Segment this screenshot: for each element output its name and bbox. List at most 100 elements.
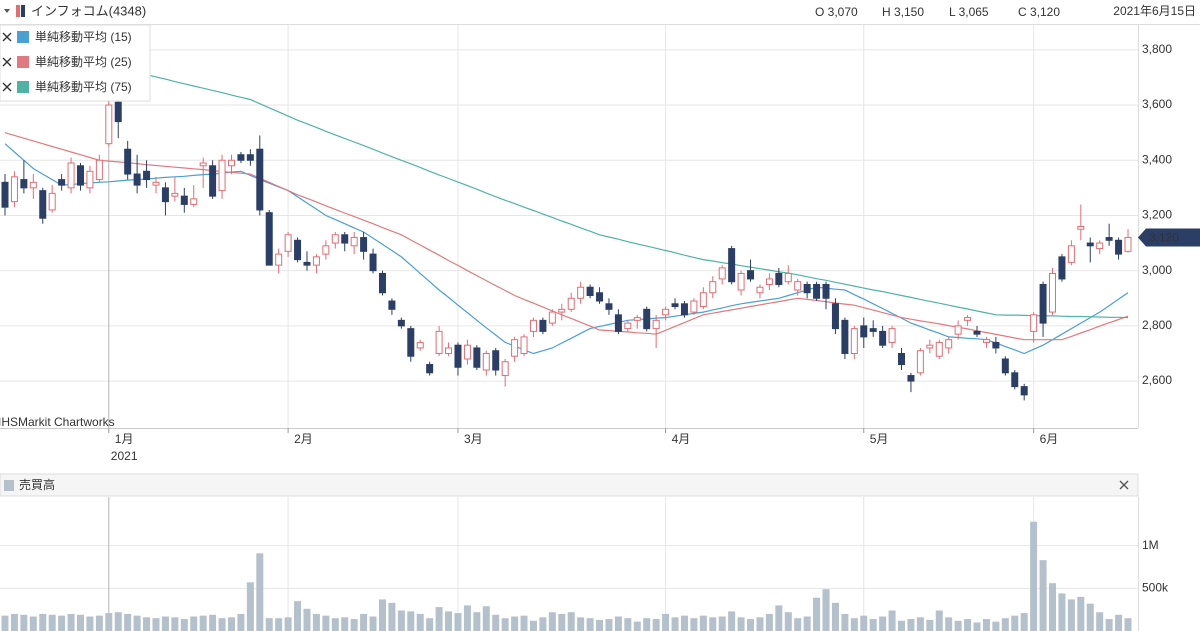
candle-body <box>435 330 443 354</box>
volume-bar <box>548 612 556 631</box>
candle-body <box>1058 256 1066 280</box>
candle-body <box>1001 358 1009 374</box>
volume-bar <box>624 618 632 631</box>
volume-bar <box>945 617 953 631</box>
candle-body <box>728 248 736 283</box>
volume-bar <box>822 589 830 631</box>
volume-bar <box>784 612 792 631</box>
candle-body <box>709 281 717 294</box>
volume-bar <box>907 619 915 631</box>
candle-body <box>898 352 906 366</box>
candle-body <box>1096 242 1104 250</box>
volume-bar <box>218 618 226 631</box>
candle-body <box>39 190 47 219</box>
volume-bar <box>482 606 490 631</box>
volume-bar <box>586 618 594 631</box>
symbol-title[interactable]: インフォコム(4348) <box>31 3 146 18</box>
y-tick-label: 1M <box>1142 538 1159 552</box>
volume-bar <box>747 619 755 631</box>
candle-body <box>294 239 302 261</box>
candle-body <box>624 322 632 330</box>
candle-body <box>10 176 18 203</box>
symbol-icon <box>16 5 20 17</box>
legend-remove[interactable] <box>2 82 12 92</box>
candle-body <box>407 328 415 357</box>
volume-bar <box>397 610 405 631</box>
volume-bar <box>879 616 887 631</box>
volume-bar <box>322 615 330 631</box>
close-button[interactable] <box>1119 480 1129 490</box>
volume-bar <box>1067 599 1075 631</box>
volume-bar <box>501 618 509 631</box>
candle-body <box>643 308 651 330</box>
volume-bar <box>378 599 386 631</box>
volume-bar <box>86 616 94 631</box>
candle-body <box>284 234 292 252</box>
volume-bar <box>1124 618 1132 631</box>
candle-body <box>209 165 217 197</box>
candle-body <box>143 170 151 181</box>
volume-bar <box>728 611 736 631</box>
grid-layer <box>0 25 1138 631</box>
volume-bar <box>511 616 519 631</box>
candle-body <box>945 339 953 349</box>
candle-body <box>520 336 528 354</box>
candle-body <box>992 341 1000 349</box>
candle-body <box>246 154 254 161</box>
volume-bar <box>643 618 651 631</box>
volume-bar <box>246 582 254 631</box>
mark-layer <box>1 54 1132 631</box>
credit: IHSMarkit Chartworks <box>0 415 115 429</box>
candle-body <box>1020 386 1028 396</box>
candle-body <box>426 364 434 374</box>
volume-bar <box>105 613 113 631</box>
y-tick-label: 2,800 <box>1142 318 1172 332</box>
volume-bar <box>680 615 688 631</box>
volume-bar <box>152 618 160 631</box>
volume-bar <box>775 605 783 631</box>
candle-body <box>1067 245 1075 263</box>
candle-body <box>916 350 924 374</box>
volume-bar <box>190 616 198 631</box>
volume-bar <box>473 612 481 631</box>
moving-average-line <box>4 143 1129 355</box>
volume-bar <box>256 553 264 631</box>
candle-body <box>1115 239 1123 255</box>
candle-body <box>605 303 613 310</box>
candle-body <box>95 159 103 181</box>
ohlc-high: H 3,150 <box>882 5 924 19</box>
volume-bar <box>803 616 811 631</box>
legend-remove[interactable] <box>2 32 12 42</box>
volume-bar <box>1020 613 1028 631</box>
candle-body <box>473 347 481 368</box>
legend-remove[interactable] <box>2 57 12 67</box>
candle-body <box>482 352 490 371</box>
volume-bar <box>1039 560 1047 631</box>
candle-body <box>756 286 764 294</box>
candle-body <box>67 162 75 189</box>
volume-bar <box>529 620 537 631</box>
candle-body <box>775 272 783 285</box>
volume-bar <box>199 615 207 631</box>
candle-body <box>690 300 698 313</box>
date: 2021年6月15日 <box>1113 4 1196 18</box>
candle-body <box>303 261 311 266</box>
candle-body <box>48 192 56 211</box>
volume-bar <box>454 613 462 631</box>
volume-bar <box>1058 593 1066 631</box>
volume-bar <box>737 617 745 631</box>
legend-swatch <box>17 56 29 68</box>
candle-body <box>501 361 509 377</box>
candle-body <box>926 344 934 349</box>
candle-body <box>558 308 566 313</box>
symbol-icon <box>21 5 25 17</box>
volume-bar <box>567 612 575 631</box>
candle-body <box>1049 272 1057 313</box>
candle-body <box>973 330 981 335</box>
candle-body <box>416 341 424 349</box>
dropdown-icon[interactable] <box>4 9 10 13</box>
volume-bar <box>841 613 849 631</box>
x-tick-label: 3月 <box>464 432 483 446</box>
volume-bar <box>718 616 726 631</box>
volume-bar <box>67 613 75 631</box>
